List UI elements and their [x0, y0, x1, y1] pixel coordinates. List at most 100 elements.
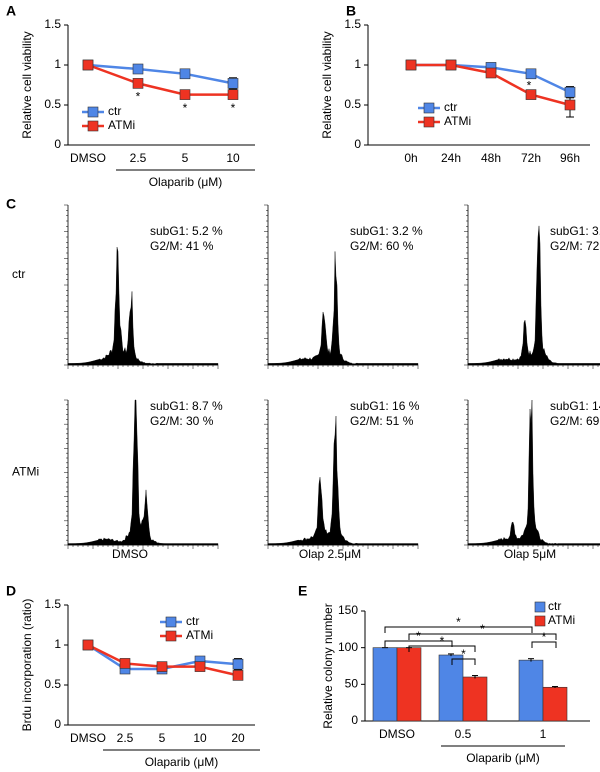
group-label: Olaparib (μM) — [466, 751, 540, 765]
point — [82, 59, 94, 71]
row-label: ATMi — [12, 465, 39, 479]
point — [227, 78, 239, 89]
gate-annotation: subG1: 3.8 % — [550, 224, 600, 238]
legend-marker — [423, 116, 435, 128]
significance: * — [527, 78, 532, 92]
point — [179, 89, 191, 100]
x-tick-label: 24h — [441, 151, 461, 165]
histogram-trace — [67, 399, 219, 546]
panel-letter: A — [6, 3, 16, 19]
point — [445, 59, 457, 71]
gate-annotation: G2/M: 60 % — [350, 239, 414, 253]
point — [119, 658, 131, 669]
x-tick-label: 1 — [540, 727, 547, 741]
significance-bracket — [408, 633, 557, 640]
point — [525, 68, 537, 80]
histogram-trace — [467, 225, 600, 366]
point — [232, 670, 244, 681]
point — [232, 658, 244, 670]
x-tick-label: 10 — [226, 151, 240, 165]
y-axis-label: Relative cell viability — [20, 31, 34, 138]
significance: * — [231, 101, 236, 115]
gate-annotation: subG1: 14 % — [550, 399, 600, 413]
legend-label: ctr — [186, 614, 199, 628]
x-tick-label: 5 — [159, 731, 166, 745]
point — [564, 99, 576, 111]
legend-label: ctr — [548, 599, 561, 613]
bar — [518, 659, 544, 722]
gate-annotation: subG1: 3.2 % — [350, 224, 423, 238]
legend-marker — [165, 630, 177, 642]
point — [194, 661, 206, 672]
y-tick-label: 1 — [354, 57, 361, 71]
y-tick-label: 0.5 — [44, 97, 61, 111]
y-tick-label: 1.5 — [344, 17, 361, 31]
y-tick-label: 0.5 — [344, 97, 361, 111]
legend-label: ctr — [108, 104, 121, 118]
legend-label: ATMi — [108, 118, 135, 132]
y-tick-label: 1 — [54, 57, 61, 71]
x-tick-label: DMSO — [70, 151, 106, 165]
y-tick-label: 0 — [351, 713, 358, 727]
gate-annotation: G2/M: 30 % — [150, 414, 214, 428]
y-tick-label: 150 — [338, 603, 358, 617]
legend-label: ATMi — [444, 114, 471, 128]
y-tick-label: 0 — [54, 137, 61, 151]
x-tick-label: 96h — [560, 151, 580, 165]
gate-annotation: subG1: 16 % — [350, 399, 420, 413]
x-tick-label: 2.5 — [130, 151, 147, 165]
legend-marker — [87, 120, 99, 132]
bar — [438, 654, 464, 722]
column-label: Olap 5μM — [504, 547, 556, 561]
y-tick-label: 1 — [54, 637, 61, 651]
y-tick-label: 50 — [345, 677, 359, 691]
significance-bracket — [384, 626, 533, 633]
bar — [372, 647, 398, 722]
significance: * — [440, 634, 445, 648]
significance: * — [480, 622, 485, 636]
gate-annotation: G2/M: 41 % — [150, 239, 214, 253]
point — [179, 68, 191, 80]
gate-annotation: G2/M: 51 % — [350, 414, 414, 428]
panel-letter: B — [346, 3, 356, 19]
gate-annotation: G2/M: 69 % — [550, 414, 600, 428]
x-tick-label: DMSO — [70, 731, 106, 745]
point — [525, 89, 537, 100]
y-axis-label: Brdu incorporation (ratio) — [20, 599, 34, 732]
y-tick-label: 1.5 — [44, 597, 61, 611]
x-tick-label: 0h — [404, 151, 417, 165]
legend-label: ctr — [444, 100, 457, 114]
significance: * — [461, 647, 466, 661]
legend-marker — [165, 616, 177, 628]
legend-marker — [534, 601, 546, 613]
panel-letter: E — [298, 583, 307, 599]
point — [82, 639, 94, 651]
x-tick-label: 2.5 — [117, 731, 134, 745]
significance: * — [416, 629, 421, 643]
x-tick-label: 72h — [521, 151, 541, 165]
y-tick-label: 1.5 — [44, 17, 61, 31]
column-label: Olap 2.5μM — [299, 547, 361, 561]
significance: * — [136, 90, 141, 104]
y-tick-label: 0.5 — [44, 677, 61, 691]
legend-marker — [87, 106, 99, 118]
significance-bracket — [451, 658, 476, 665]
y-tick-label: 0 — [54, 717, 61, 731]
column-label: DMSO — [112, 547, 148, 561]
significance-bracket — [384, 640, 453, 647]
point — [485, 67, 497, 79]
point — [564, 86, 576, 98]
legend-marker — [534, 615, 546, 627]
series-line — [87, 63, 234, 85]
gate-annotation: subG1: 8.7 % — [150, 399, 223, 413]
significance: * — [542, 630, 547, 644]
gate-annotation: G2/M: 72 % — [550, 239, 600, 253]
y-axis-label: Relative colony number — [321, 603, 335, 728]
group-label: Olaparib (μM) — [145, 755, 219, 769]
panel-letter: C — [6, 196, 16, 212]
bar — [396, 647, 422, 722]
group-label: Olaparib (μM) — [149, 175, 223, 189]
histogram-trace — [467, 399, 600, 546]
series-line — [87, 63, 233, 96]
